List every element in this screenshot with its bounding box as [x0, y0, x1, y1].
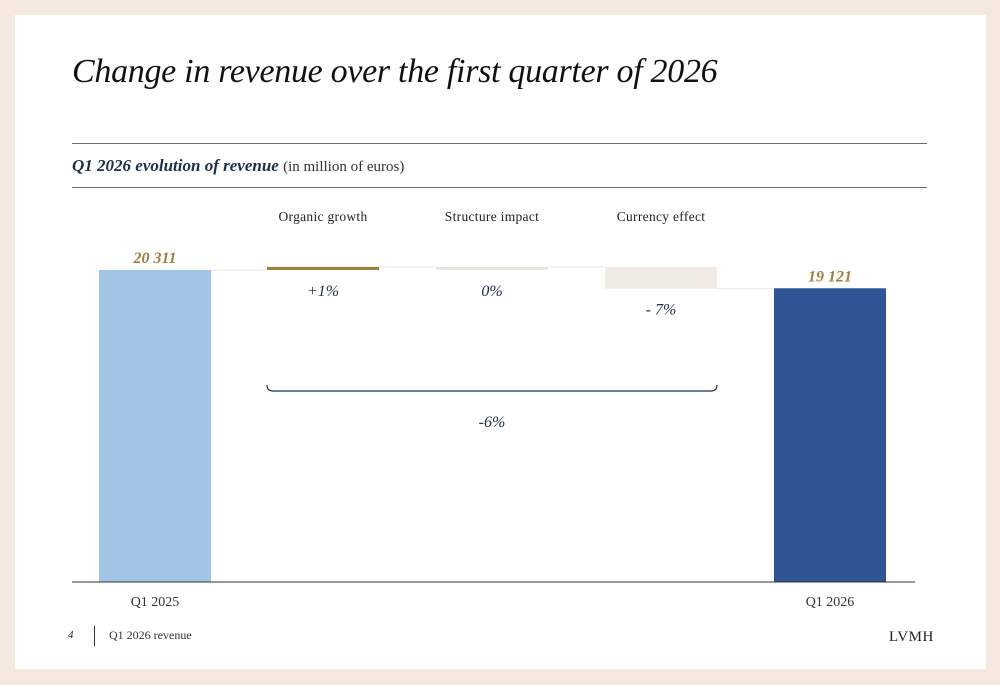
- step-label: Organic growth: [278, 209, 367, 224]
- step-percent-label: - 7%: [646, 302, 677, 319]
- bar-step: [436, 266, 548, 270]
- waterfall-chart: 20 311 Q1 2025 Organic growth +1% Structure …: [72, 209, 915, 610]
- bar-start: [99, 270, 211, 582]
- step-percent-label: 0%: [481, 283, 502, 300]
- page-title: Change in revenue over the first quarter…: [72, 53, 718, 90]
- subtitle-unit: (in million of euros): [283, 159, 405, 175]
- bar-step: [605, 266, 717, 289]
- total-change-bracket: [266, 384, 718, 392]
- x-label-end: Q1 2026: [806, 595, 855, 610]
- divider-bottom: [72, 187, 927, 188]
- bar-end: [774, 288, 886, 582]
- value-label-start: 20 311: [132, 250, 176, 267]
- bar-step: [267, 266, 379, 270]
- chart-subtitle: Q1 2026 evolution of revenue (in million…: [72, 156, 404, 176]
- footer-text: Q1 2026 revenue: [109, 628, 192, 642]
- footer-page-number: 4: [68, 629, 74, 641]
- step-label: Structure impact: [445, 209, 539, 224]
- value-label-end: 19 121: [808, 268, 852, 285]
- lvmh-logo: LVMH: [889, 629, 934, 645]
- slide: Change in revenue over the first quarter…: [15, 15, 986, 669]
- total-change-label: -6%: [479, 414, 506, 431]
- divider-top: [72, 143, 927, 144]
- x-label-start: Q1 2025: [131, 595, 180, 610]
- subtitle-main: Q1 2026 evolution of revenue: [72, 156, 279, 175]
- step-percent-label: +1%: [307, 283, 339, 300]
- footer-separator: [94, 626, 95, 646]
- step-label: Currency effect: [617, 209, 706, 224]
